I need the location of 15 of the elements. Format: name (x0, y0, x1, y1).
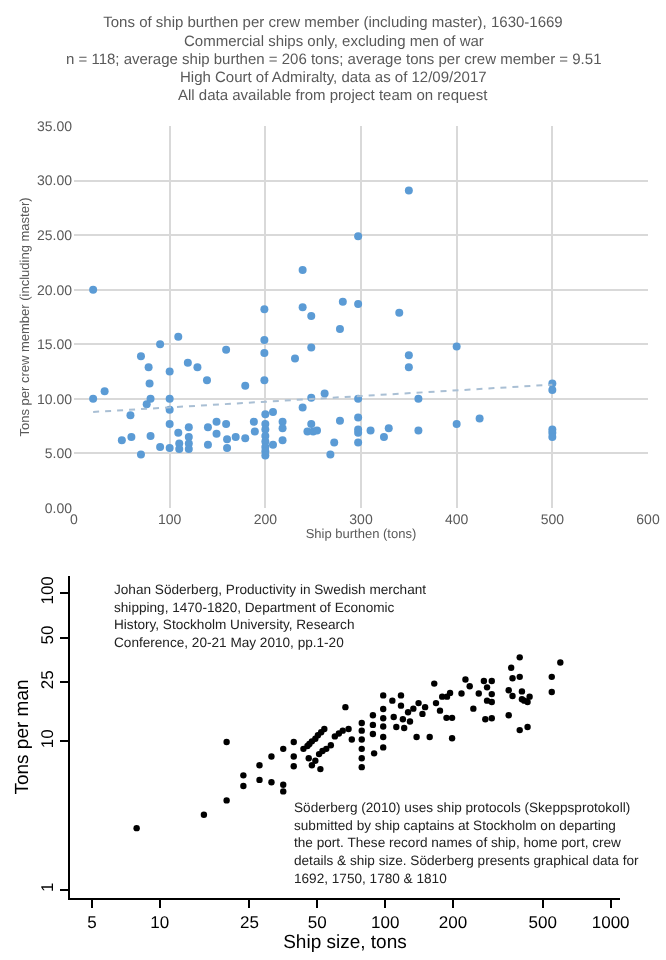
y-tick-label: 1 (37, 881, 58, 892)
x-axis-title: Ship size, tons (283, 932, 408, 955)
x-tick-label: 5 (87, 912, 98, 933)
x-tick-label: 10 (150, 912, 170, 933)
y-tick-label: 100 (37, 575, 58, 605)
y-tick-label: 50 (37, 625, 58, 645)
y-axis-title: Tons per man (11, 679, 34, 795)
x-tick-label: 200 (438, 912, 468, 933)
x-tick-label: 500 (528, 912, 558, 933)
y-tick-label: 25 (37, 669, 58, 690)
x-tick-label: 25 (239, 912, 260, 933)
y-tick-label: 10 (37, 728, 58, 749)
x-tick-label: 50 (307, 912, 328, 933)
x-tick-label: 1000 (591, 912, 631, 933)
x-tick-label: 100 (371, 912, 400, 933)
